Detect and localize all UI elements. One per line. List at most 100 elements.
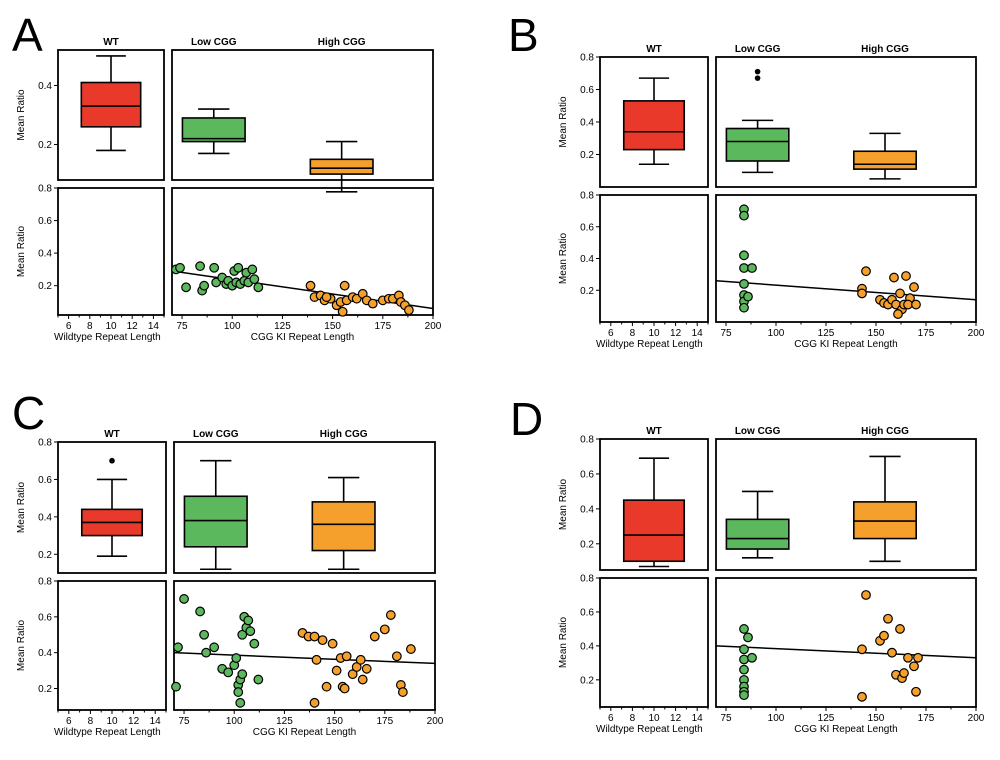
panel-c-cgg-xtick-label: 100 — [226, 716, 243, 727]
panel-b-point-low-cgg — [739, 263, 749, 273]
panel-b-cgg-scatter-frame — [715, 194, 977, 323]
panel-d-low-cgg-box — [725, 518, 790, 550]
panel-a-scatter-ytick-label: 0.6 — [38, 216, 52, 227]
panel-c-group-box-frame — [173, 441, 436, 574]
panel-c-point-low-cgg — [233, 687, 244, 697]
panel-c-point-low-cgg — [201, 647, 212, 658]
panel-d-box-ytick-label: 0.2 — [580, 539, 594, 550]
panel-d-scatter-ytick-label: 0.8 — [580, 574, 594, 585]
panel-d-cgg-xtick-label: 175 — [918, 713, 935, 724]
panel-c-wt-xlabel: Wildtype Repeat Length — [54, 727, 161, 738]
panel-c-point-high-cgg — [369, 631, 380, 642]
panel-d-point-high-cgg — [903, 652, 913, 663]
panel-a-label-low-cgg: Low CGG — [191, 37, 237, 48]
panel-c-point-high-cgg — [355, 654, 366, 665]
panel-d-point-low-cgg — [739, 624, 749, 634]
panel-a-point-low-cgg — [181, 282, 191, 293]
panel-a-point-low-cgg — [247, 264, 258, 275]
panel-b-scatter-ytick-label: 0.6 — [580, 222, 594, 233]
panel-b-point-low-cgg — [739, 210, 749, 221]
panel-c-point-high-cgg — [385, 610, 396, 620]
panel-a-high-cgg-box — [309, 158, 374, 175]
panel-c-point-high-cgg — [331, 665, 342, 676]
panel-b-cgg-xtick-label: 175 — [918, 328, 935, 339]
panel-d-cgg-xtick-label: 200 — [968, 713, 985, 724]
panel-a-wt-xtick-label: 8 — [87, 321, 93, 332]
panel-b-point-high-cgg — [911, 299, 921, 310]
panel-b-label-high-cgg: High CGG — [861, 44, 909, 55]
panel-b-ylabel-box: Mean Ratio — [558, 96, 569, 148]
panel-c-scatter-ytick-label: 0.6 — [38, 612, 52, 623]
panel-a-scatter-ytick-label: 0.2 — [38, 281, 52, 292]
panel-d-point-high-cgg — [899, 668, 909, 678]
panel-d-cgg-xlabel: CGG KI Repeat Length — [794, 724, 897, 735]
panel-d-point-high-cgg — [895, 624, 905, 634]
panel-a-box-ytick-label: 0.4 — [38, 81, 52, 92]
panel-a-point-low-cgg — [209, 262, 220, 273]
panel-b-point-high-cgg — [901, 271, 911, 281]
panel-b-group-box-frame — [715, 56, 977, 188]
panel-c-regression-line — [173, 651, 436, 665]
panel-d-point-high-cgg — [879, 630, 889, 641]
panel-a-point-low-cgg — [253, 282, 264, 293]
panel-b-low-cgg-outlier — [754, 75, 761, 81]
panel-d-wt-xtick-label: 12 — [670, 713, 682, 724]
panel-d-cgg-scatter-frame — [715, 577, 977, 708]
panel-b-point-low-cgg — [739, 279, 749, 289]
panel-d-wt-xlabel: Wildtype Repeat Length — [596, 724, 703, 735]
panel-a-cgg-xlabel: CGG KI Repeat Length — [251, 332, 354, 343]
panel-c-point-high-cgg — [311, 654, 322, 665]
panel-d-box-ytick-label: 0.6 — [580, 469, 594, 480]
panel-c-cgg-xtick-label: 200 — [427, 716, 444, 727]
panel-a-point-low-cgg — [175, 262, 185, 273]
panel-d-point-low-cgg — [739, 664, 749, 675]
panel-c-box-ytick-label: 0.8 — [38, 438, 52, 449]
panel-c-label-wt: WT — [104, 429, 120, 440]
panel-c-point-low-cgg — [237, 669, 248, 680]
panel-c-point-high-cgg — [351, 662, 362, 672]
panel-d-cgg-xtick-label: 150 — [868, 713, 885, 724]
panel-d-scatter-ytick-label: 0.2 — [580, 675, 594, 686]
panel-d-wt-xtick-label: 6 — [608, 713, 614, 724]
panel-d-label-high-cgg: High CGG — [861, 426, 909, 437]
panel-d-scatter-ytick-label: 0.4 — [580, 641, 594, 652]
panel-b-cgg-xtick-label: 125 — [818, 328, 835, 339]
panel-c-wt-xtick-label: 8 — [88, 716, 94, 727]
panel-b-low-cgg-outlier — [754, 68, 761, 75]
panel-c-point-low-cgg — [171, 681, 181, 692]
panel-a-wt-box-frame — [57, 49, 165, 181]
panel-b-cgg-xlabel: CGG KI Repeat Length — [794, 339, 897, 350]
panel-a-point-low-cgg — [199, 280, 210, 291]
panel-b-wt-scatter-frame — [599, 194, 709, 323]
panel-d-cgg-xtick-label: 125 — [818, 713, 835, 724]
panel-d-box-ytick-label: 0.4 — [580, 504, 594, 515]
panel-b-wt-xtick-label: 10 — [648, 328, 660, 339]
panel-a-ylabel-scatter: Mean Ratio — [16, 225, 27, 277]
panel-c-label-high-cgg: High CGG — [320, 429, 368, 440]
panel-d-point-high-cgg — [857, 644, 867, 655]
panel-c-scatter-ytick-label: 0.8 — [38, 577, 52, 588]
panel-d-point-low-cgg — [739, 690, 749, 701]
panel-a-cgg-xtick-label: 175 — [374, 321, 391, 332]
panel-a-cgg-xtick-label: 150 — [324, 321, 341, 332]
panel-c-point-high-cgg — [361, 663, 372, 674]
panel-c-point-low-cgg — [223, 667, 234, 678]
panel-c-point-high-cgg — [309, 631, 320, 642]
panel-b-point-low-cgg — [743, 291, 753, 302]
panel-b-wt-box — [622, 100, 686, 151]
panel-c-point-low-cgg — [249, 638, 260, 649]
panel-d-point-high-cgg — [857, 691, 867, 702]
panel-c-point-low-cgg — [253, 674, 264, 685]
panel-d-label-wt: WT — [646, 426, 662, 437]
panel-c-point-low-cgg — [245, 626, 256, 637]
panel-b-label-low-cgg: Low CGG — [735, 44, 781, 55]
panel-b-point-high-cgg — [893, 309, 903, 319]
panel-c-point-high-cgg — [391, 651, 402, 662]
panel-a-wt-scatter-frame — [57, 187, 165, 316]
panel-c-cgg-xtick-label: 125 — [276, 716, 293, 727]
panel-a-wt-xtick-label: 14 — [148, 321, 160, 332]
panel-b-label-wt: WT — [646, 44, 662, 55]
panel-b-point-high-cgg — [861, 266, 871, 277]
panel-b-box-ytick-label: 0.6 — [580, 85, 594, 96]
panel-a-box-ytick-label: 0.2 — [38, 140, 52, 151]
